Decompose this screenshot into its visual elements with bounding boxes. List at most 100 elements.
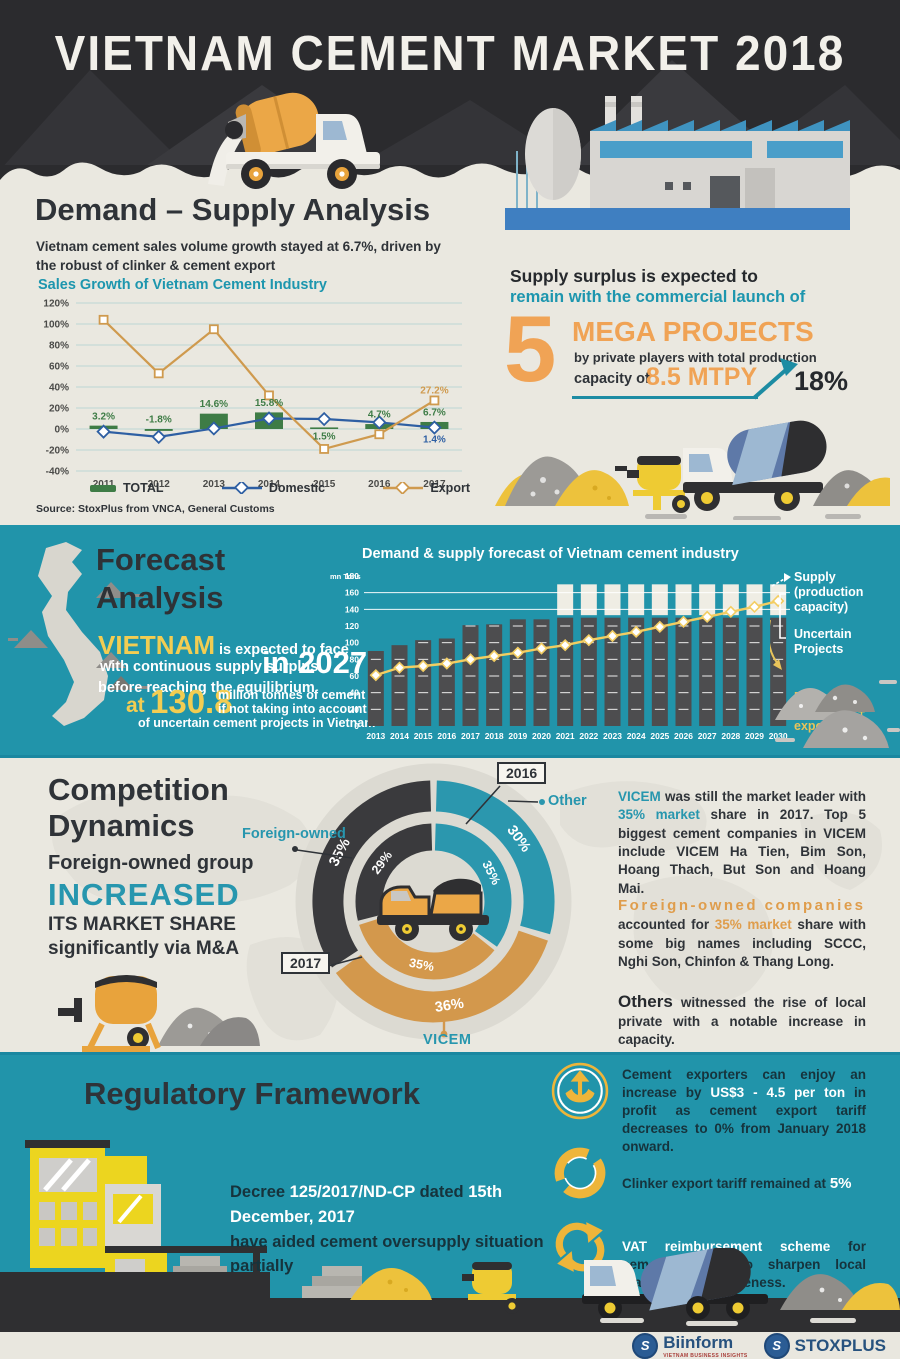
biinform-badge-icon: S xyxy=(632,1333,659,1359)
surplus-headline-1: Supply surplus is expected to xyxy=(510,266,758,286)
svg-text:160: 160 xyxy=(345,588,359,598)
svg-text:120: 120 xyxy=(345,621,359,631)
legend-export: Export xyxy=(383,481,470,495)
forecast-text-line5: if not taking into account xyxy=(218,702,367,716)
svg-text:14.6%: 14.6% xyxy=(200,399,228,410)
svg-text:140: 140 xyxy=(345,604,359,614)
vicem-paragraph: VICEM was still the market leader with 3… xyxy=(618,789,866,896)
svg-text:100%: 100% xyxy=(43,320,69,331)
forecast-chart-title: Demand & supply forecast of Vietnam ceme… xyxy=(362,546,739,562)
cement-mixer-illustration xyxy=(58,975,260,1052)
svg-text:2019: 2019 xyxy=(508,731,527,741)
donut-callout-lines xyxy=(292,785,545,1038)
competition-sub-1: Foreign-owned group xyxy=(48,852,254,874)
small-mixer-icon xyxy=(615,456,690,513)
forecast-chart: 0 20 40 60 80 100 120 140 160 180 mn Tons 2013 2014 2… xyxy=(330,560,792,751)
svg-text:2014: 2014 xyxy=(390,731,409,741)
svg-text:2027: 2027 xyxy=(698,731,717,741)
legend-domestic-label: Domestic xyxy=(268,481,326,495)
mixer-truck-icon xyxy=(582,1248,768,1320)
svg-text:2016: 2016 xyxy=(437,731,456,741)
svg-text:1.4%: 1.4% xyxy=(423,435,446,446)
svg-text:40%: 40% xyxy=(49,383,69,394)
svg-text:2022: 2022 xyxy=(579,731,598,741)
growth-arrow-icon xyxy=(752,358,798,400)
forecast-text-line6: of uncertain cement projects in Vietnam xyxy=(138,716,376,730)
svg-text:1.5%: 1.5% xyxy=(313,432,336,443)
forecast-text-line2: with continuous supply surplus xyxy=(100,659,319,675)
capacity-value: 8.5 MTPY xyxy=(646,363,758,391)
svg-text:2028: 2028 xyxy=(721,731,740,741)
svg-text:180: 180 xyxy=(345,571,359,581)
section-title-demand-supply: Demand – Supply Analysis xyxy=(35,192,431,227)
growth-percent: 18% xyxy=(794,366,849,396)
svg-text:20: 20 xyxy=(350,704,360,714)
svg-text:0: 0 xyxy=(354,721,359,731)
legend-total: TOTAL xyxy=(90,481,164,495)
year-2017-box: 2017 xyxy=(281,952,331,974)
chart-source: Source: StoxPlus from VNCA, General Cust… xyxy=(36,503,275,515)
svg-text:2013: 2013 xyxy=(366,731,385,741)
competition-sub-3: ITS MARKET SHARE xyxy=(48,914,236,935)
regulatory-title: Regulatory Framework xyxy=(84,1076,420,1111)
forecast-title-1: Forecast xyxy=(96,542,226,577)
foreign-owned-paragraph: Foreign-owned companies accounted for 35%… xyxy=(618,897,866,970)
biinform-tagline: VIETNAM BUSINESS INSIGHTS xyxy=(663,1353,748,1359)
ann-supply-2: (production capacity) xyxy=(794,584,864,614)
svg-text:80: 80 xyxy=(350,654,360,664)
road-illustrations xyxy=(302,1248,900,1326)
ann-supply-1: Supply xyxy=(794,570,836,584)
svg-text:0%: 0% xyxy=(55,425,70,436)
svg-text:2018: 2018 xyxy=(485,731,504,741)
export-swatch-icon xyxy=(383,482,424,494)
dump-truck-icon xyxy=(377,878,489,941)
svg-text:15.8%: 15.8% xyxy=(255,398,283,409)
foreign-owned-segment-label: Foreign-owned xyxy=(242,826,346,842)
svg-text:2024: 2024 xyxy=(627,731,646,741)
small-mixer-icon xyxy=(462,1262,520,1314)
competition-title-2: Dynamics xyxy=(48,808,195,843)
vicem-segment-label: VICEM xyxy=(423,1032,472,1048)
svg-text:2026: 2026 xyxy=(674,731,693,741)
sales-growth-chart: -40% -20% 0% 20% 40% 60% 80% 100% 120% 2011 2012 20… xyxy=(26,293,468,498)
mega-projects-byline: by private players with total production xyxy=(574,350,817,365)
page-title: VIETNAM CEMENT MARKET 2018 xyxy=(54,25,846,81)
forecast-text-line4: million tonnes of cement xyxy=(218,688,366,702)
svg-text:60%: 60% xyxy=(49,362,69,373)
sales-growth-legend: TOTAL Domestic Export xyxy=(90,481,470,495)
regulatory-item-2: Clinker export tariff remained at 5% xyxy=(622,1175,852,1192)
svg-text:120%: 120% xyxy=(43,299,69,310)
mega-projects-count: 5 xyxy=(504,296,557,401)
legend-total-label: TOTAL xyxy=(123,481,164,495)
svg-text:2016: 2016 xyxy=(368,479,391,490)
domestic-swatch-icon xyxy=(221,482,262,494)
demand-supply-subtitle: Vietnam cement sales volume growth staye… xyxy=(36,239,441,273)
svg-text:2014: 2014 xyxy=(258,479,281,490)
svg-text:60: 60 xyxy=(350,671,360,681)
svg-text:4.7%: 4.7% xyxy=(368,409,391,420)
biinform-name: Biinform xyxy=(663,1333,734,1352)
forecast-text-line3: before reaching the equilibrium xyxy=(98,680,315,696)
legend-export-label: Export xyxy=(430,481,470,495)
other-segment-label: Other xyxy=(548,793,587,809)
svg-text:2029: 2029 xyxy=(745,731,764,741)
factory-icon xyxy=(505,96,850,230)
svg-text:-1.8%: -1.8% xyxy=(146,415,172,426)
svg-text:2023: 2023 xyxy=(603,731,622,741)
forecast-title-2: Analysis xyxy=(96,580,224,615)
svg-text:2020: 2020 xyxy=(532,731,551,741)
annotation-marks-icon xyxy=(770,573,791,670)
svg-text:80%: 80% xyxy=(49,341,69,352)
svg-text:35%: 35% xyxy=(408,956,435,974)
footer-logos: S Biinform VIETNAM BUSINESS INSIGHTS S S… xyxy=(0,1333,886,1359)
competition-title-1: Competition xyxy=(48,772,229,807)
svg-text:-40%: -40% xyxy=(46,467,69,478)
svg-text:2012: 2012 xyxy=(148,479,171,490)
drum-truck-icon xyxy=(683,420,827,511)
cement-piles-truck-illustration xyxy=(495,420,890,520)
mega-projects-label: MEGA PROJECTS xyxy=(572,316,814,347)
svg-text:2025: 2025 xyxy=(650,731,669,741)
svg-text:2030: 2030 xyxy=(769,731,788,741)
at-label: at xyxy=(126,694,145,717)
